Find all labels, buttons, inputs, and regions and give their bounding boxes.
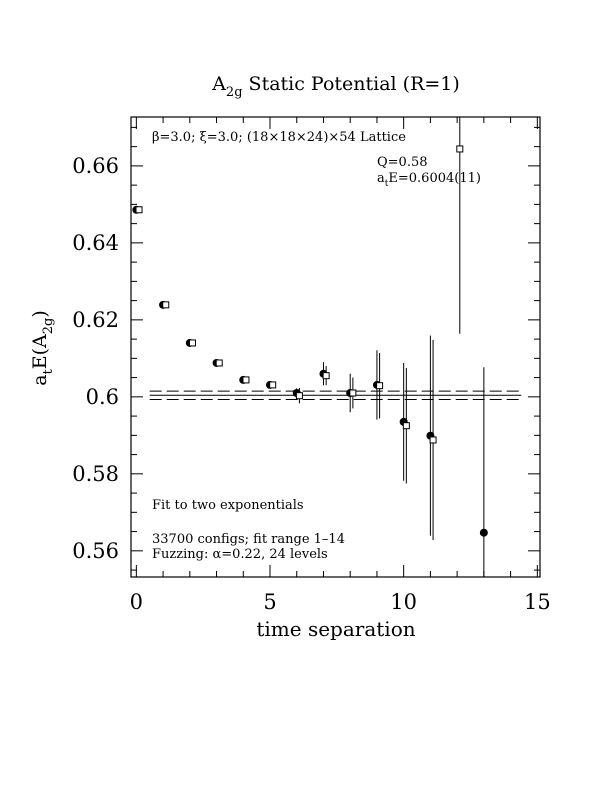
data-point	[322, 372, 330, 380]
data-point	[402, 422, 410, 430]
y-tick-label: 0.56	[72, 539, 119, 563]
x-axis-label: time separation	[256, 617, 415, 641]
annotation: Fuzzing: α=0.22, 24 levels	[152, 547, 328, 562]
x-tick-label: 15	[524, 590, 551, 614]
annotation: Fit to two exponentials	[152, 498, 304, 513]
data-point	[479, 528, 488, 537]
annotation: 33700 configs; fit range 1–14	[152, 532, 345, 547]
y-tick-label: 0.62	[72, 308, 119, 332]
annotation-part: E=0.6004(11)	[388, 171, 481, 186]
title-sub: 2g	[226, 85, 243, 100]
y-tick-label: 0.66	[72, 154, 119, 178]
data-point	[135, 206, 143, 214]
data-point	[188, 339, 196, 347]
annotation-part: a	[377, 171, 385, 186]
x-tick-label: 5	[263, 590, 276, 614]
x-tick-label: 0	[130, 590, 143, 614]
title-main: A	[211, 73, 226, 95]
data-point	[456, 145, 464, 153]
data-point	[295, 392, 303, 400]
chart-title: A2g Static Potential (R=1)	[211, 73, 460, 100]
annotation-part: t	[385, 179, 389, 189]
y-tick-label: 0.64	[72, 231, 119, 255]
data-point	[242, 376, 250, 384]
y-label-part: a	[29, 374, 51, 385]
y-tick-label: 0.6	[86, 385, 119, 409]
annotation: atE=0.6004(11)	[377, 171, 481, 189]
data-point	[429, 436, 437, 444]
y-label-part: E(A	[29, 334, 51, 369]
data-point	[215, 359, 223, 367]
y-label-part: )	[29, 310, 51, 317]
data-point	[349, 389, 357, 397]
annotation: β=3.0; ξ=3.0; (18×18×24)×54 Lattice	[152, 130, 406, 145]
y-tick-label: 0.58	[72, 462, 119, 486]
y-axis-label: atE(A2g)	[29, 310, 56, 386]
y-label-part: t	[41, 368, 56, 374]
annotation: Q=0.58	[377, 155, 428, 170]
data-point	[162, 301, 170, 309]
x-tick-label: 10	[390, 590, 417, 614]
data-point	[269, 381, 277, 389]
data-point	[376, 382, 384, 390]
plot-frame	[130, 116, 541, 578]
title-rest: Static Potential (R=1)	[243, 73, 460, 95]
y-label-part: 2g	[41, 318, 56, 335]
